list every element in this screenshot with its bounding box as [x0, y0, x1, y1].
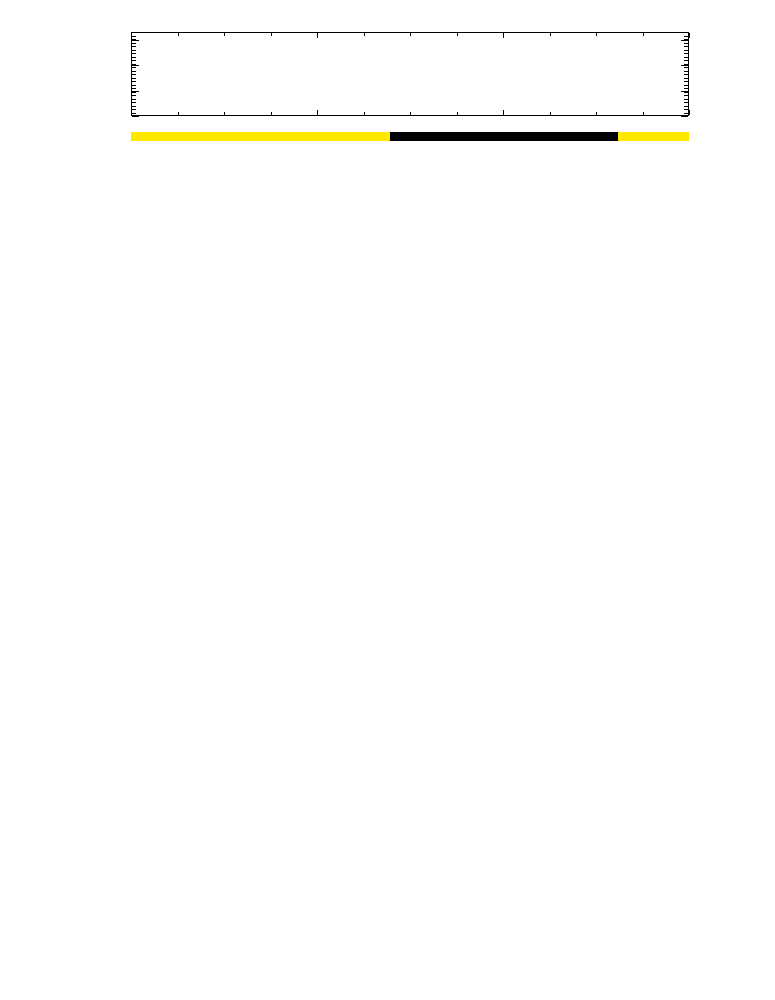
ytick-minor [684, 64, 688, 65]
xtick-mark [457, 112, 458, 115]
ytick-mark [132, 65, 139, 66]
ytick-minor [132, 99, 136, 100]
ytick-minor [684, 92, 688, 93]
ytick-minor [132, 78, 136, 79]
ytick-minor [132, 74, 136, 75]
ytick-minor [132, 81, 136, 82]
ytick-minor [684, 39, 688, 40]
ytick-minor [684, 85, 688, 86]
xtick-mark [643, 112, 644, 115]
ytick-minor [684, 109, 688, 110]
xtick-mark [271, 112, 272, 115]
ytick-minor [132, 53, 136, 54]
xtick-mark [364, 112, 365, 115]
xtick-mark [178, 33, 179, 36]
ytick-minor [132, 92, 136, 93]
ytick-minor [132, 43, 136, 44]
xtick-mark [457, 33, 458, 36]
ytick-minor [132, 57, 136, 58]
ytick-minor [132, 71, 136, 72]
xtick-mark [178, 112, 179, 115]
ytick-minor [684, 88, 688, 89]
ytick-minor [132, 39, 136, 40]
xtick-mark [596, 112, 597, 115]
ytick-minor [132, 32, 136, 33]
ytick-minor [132, 106, 136, 107]
science-zone-bar [131, 132, 689, 141]
ytick-minor [684, 116, 688, 117]
xtick-mark [224, 33, 225, 36]
xtick-mark [596, 33, 597, 36]
xtick-mark [550, 112, 551, 115]
ytick-mark [681, 40, 688, 41]
ytick-minor [132, 60, 136, 61]
ytick-minor [684, 102, 688, 103]
xtick-mark [317, 33, 318, 38]
ytick-minor [684, 43, 688, 44]
ytick-minor [684, 95, 688, 96]
ytick-minor [132, 95, 136, 96]
xtick-mark [689, 33, 690, 38]
ytick-minor [132, 88, 136, 89]
xtick-mark [643, 33, 644, 36]
xtick-mark [503, 110, 504, 115]
xtick-mark [131, 33, 132, 38]
ytick-minor [132, 102, 136, 103]
ytick-minor [684, 99, 688, 100]
xtick-mark [503, 33, 504, 38]
ytick-minor [132, 113, 136, 114]
panel-frame-proxy-ae [131, 32, 689, 116]
ytick-minor [684, 67, 688, 68]
ytick-minor [132, 67, 136, 68]
ytick-minor [684, 113, 688, 114]
xtick-mark [550, 33, 551, 36]
xtick-mark [317, 110, 318, 115]
ytick-minor [132, 46, 136, 47]
ytick-minor [684, 71, 688, 72]
xtick-mark [224, 112, 225, 115]
ytick-minor [684, 32, 688, 33]
ytick-minor [132, 85, 136, 86]
ytick-minor [684, 46, 688, 47]
ytick-minor [132, 116, 136, 117]
ytick-minor [684, 78, 688, 79]
ytick-minor [684, 106, 688, 107]
ytick-minor [132, 109, 136, 110]
ytick-minor [132, 50, 136, 51]
xtick-mark [131, 110, 132, 115]
ytick-minor [684, 53, 688, 54]
xtick-mark [364, 33, 365, 36]
ytick-minor [684, 57, 688, 58]
xtick-mark [689, 110, 690, 115]
ytick-minor [684, 50, 688, 51]
ytick-mark [681, 65, 688, 66]
xtick-mark [271, 33, 272, 36]
ytick-mark [132, 91, 139, 92]
xtick-mark [410, 112, 411, 115]
ytick-mark [132, 40, 139, 41]
ytick-minor [684, 60, 688, 61]
ytick-mark [681, 91, 688, 92]
science-zone-bar-black [390, 132, 618, 141]
ytick-minor [132, 36, 136, 37]
ytick-minor [132, 64, 136, 65]
xtick-mark [410, 33, 411, 36]
ytick-minor [684, 81, 688, 82]
ytick-minor [684, 74, 688, 75]
ytick-minor [684, 36, 688, 37]
